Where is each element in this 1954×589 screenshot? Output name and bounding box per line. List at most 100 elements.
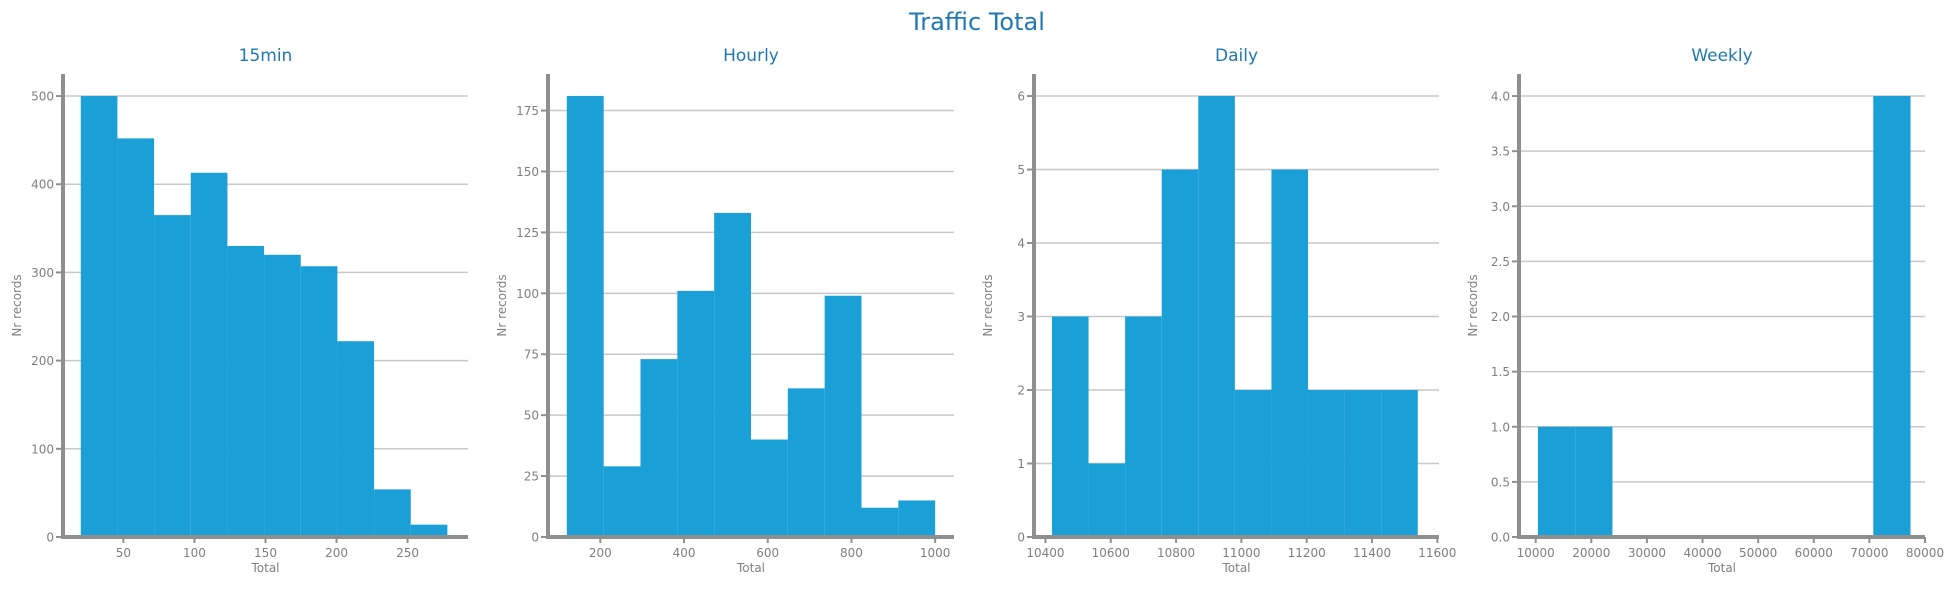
figure-title: Traffic Total xyxy=(909,8,1045,36)
x-tick-label: 80000 xyxy=(1906,546,1944,560)
histogram-bar xyxy=(714,212,751,537)
x-tick-label: 20000 xyxy=(1572,546,1610,560)
x-axis-label: Total xyxy=(1707,561,1736,575)
x-tick-label: 10800 xyxy=(1157,546,1195,560)
y-tick-label: 5 xyxy=(1017,163,1025,177)
x-tick-label: 30000 xyxy=(1628,546,1666,560)
y-tick-label: 150 xyxy=(516,165,539,179)
histogram-bar xyxy=(190,172,228,538)
histogram-bar xyxy=(1873,96,1911,538)
x-tick-label: 10600 xyxy=(1092,546,1130,560)
y-tick-label: 300 xyxy=(31,266,54,280)
histogram-bar xyxy=(154,215,191,537)
y-tick-label: 0 xyxy=(531,531,539,545)
x-axis-label: Total xyxy=(250,561,279,575)
y-tick-label: 3.5 xyxy=(1491,145,1510,159)
histogram-bar xyxy=(1344,390,1382,537)
chart-daily: Daily 0 1 2 3 4 5 6 10400 10600 10800 11000 11200 114… xyxy=(981,46,1456,575)
y-tick-label: 3.0 xyxy=(1491,200,1510,214)
histogram-bar xyxy=(410,524,448,537)
x-tick-label: 60000 xyxy=(1795,546,1833,560)
histogram-bar xyxy=(1198,96,1235,538)
x-tick-label: 800 xyxy=(840,546,863,560)
histogram-bar xyxy=(117,138,155,538)
histogram-bar xyxy=(1161,169,1199,538)
y-axis-label: Nr records xyxy=(10,274,24,336)
chart-title: 15min xyxy=(239,46,293,66)
y-tick-label: 125 xyxy=(516,226,539,240)
histogram-bar xyxy=(898,500,936,537)
y-tick-label: 175 xyxy=(516,104,539,118)
y-axis-label: Nr records xyxy=(981,274,995,336)
histogram-bar xyxy=(1088,463,1126,537)
x-tick-label: 200 xyxy=(589,546,612,560)
x-tick-label: 10000 xyxy=(1517,546,1555,560)
chart-title: Weekly xyxy=(1691,46,1752,66)
histogram-bar xyxy=(80,96,118,538)
y-tick-label: 1.0 xyxy=(1491,420,1510,434)
y-tick-label: 50 xyxy=(524,409,539,423)
y-tick-label: 2 xyxy=(1017,384,1025,398)
y-tick-label: 200 xyxy=(31,354,54,368)
histogram-bar xyxy=(1308,390,1345,537)
chart-title: Daily xyxy=(1215,46,1258,66)
y-tick-label: 1.5 xyxy=(1491,365,1510,379)
x-tick-label: 200 xyxy=(325,546,348,560)
y-tick-label: 400 xyxy=(31,178,54,192)
chart-title: Hourly xyxy=(723,46,779,66)
x-tick-label: 600 xyxy=(756,546,779,560)
y-tick-label: 2.0 xyxy=(1491,310,1510,324)
x-tick-label: 40000 xyxy=(1683,546,1721,560)
x-tick-label: 50 xyxy=(116,546,131,560)
histogram-bar xyxy=(300,266,338,537)
histogram-bar xyxy=(1575,426,1613,537)
y-tick-label: 0 xyxy=(1017,531,1025,545)
y-tick-label: 0.5 xyxy=(1491,475,1510,489)
y-tick-label: 2.5 xyxy=(1491,255,1510,269)
x-tick-label: 10400 xyxy=(1026,546,1064,560)
x-tick-label: 100 xyxy=(183,546,206,560)
chart-weekly: Weekly 0.0 0.5 1.0 1.5 2.0 2.5 3.0 3.5 4.0 10000 20… xyxy=(1466,46,1944,575)
y-tick-label: 4 xyxy=(1017,237,1025,251)
histogram-bar xyxy=(566,95,604,537)
histogram-bar xyxy=(1125,316,1162,537)
x-axis-label: Total xyxy=(736,561,765,575)
histogram-bar xyxy=(787,388,825,537)
y-axis-label: Nr records xyxy=(1466,274,1480,336)
histogram-bar xyxy=(1537,426,1576,537)
y-tick-label: 100 xyxy=(516,287,539,301)
x-tick-label: 400 xyxy=(673,546,696,560)
y-tick-label: 3 xyxy=(1017,310,1025,324)
x-tick-label: 70000 xyxy=(1850,546,1888,560)
chart-15min: 15min 0 100 200 300 400 500 50 100 150 200 250 Total… xyxy=(10,46,468,575)
x-tick-label: 11200 xyxy=(1288,546,1326,560)
histogram-bar xyxy=(861,507,899,537)
y-tick-label: 75 xyxy=(524,348,539,362)
histogram-bar xyxy=(1381,390,1418,537)
x-tick-label: 11000 xyxy=(1222,546,1260,560)
y-tick-label: 4.0 xyxy=(1491,90,1510,104)
histogram-bar xyxy=(1271,169,1309,538)
y-tick-label: 100 xyxy=(31,442,54,456)
histogram-bar xyxy=(751,439,788,537)
histogram-bar xyxy=(603,466,641,537)
x-tick-label: 1000 xyxy=(920,546,951,560)
histogram-bar xyxy=(337,341,375,537)
histogram-bar xyxy=(1051,316,1089,537)
y-tick-label: 500 xyxy=(31,90,54,104)
x-tick-label: 11600 xyxy=(1418,546,1456,560)
y-tick-label: 0 xyxy=(46,531,54,545)
histogram-bar xyxy=(1234,390,1272,537)
histogram-bar xyxy=(264,254,301,538)
histogram-bar xyxy=(677,290,715,537)
histogram-bar xyxy=(640,359,678,537)
x-axis-label: Total xyxy=(1221,561,1250,575)
x-tick-label: 250 xyxy=(396,546,419,560)
y-tick-label: 0.0 xyxy=(1491,531,1510,545)
x-tick-label: 11400 xyxy=(1353,546,1391,560)
histogram-bar xyxy=(374,489,411,537)
y-tick-label: 25 xyxy=(524,470,539,484)
x-tick-label: 150 xyxy=(254,546,277,560)
y-tick-label: 1 xyxy=(1017,457,1025,471)
